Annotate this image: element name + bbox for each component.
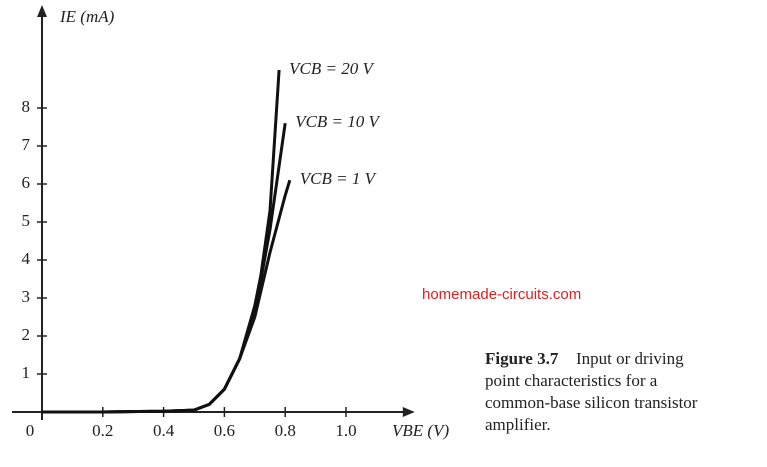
watermark: homemade-circuits.com [422,286,581,303]
x-tick-label: 0.6 [214,421,235,440]
y-tick-label: 6 [22,173,31,192]
y-axis-arrow [37,5,47,17]
y-tick-label: 5 [22,211,31,230]
y-tick-label: 2 [22,325,31,344]
y-tick-label: 7 [22,135,31,154]
caption-label: Figure 3.7 [485,349,559,368]
y-tick-label: 4 [22,249,31,268]
x-axis-label: VBE (V) [392,421,449,440]
caption-line: point characteristics for a [485,371,658,390]
curve [42,179,292,414]
y-tick-label: 8 [22,97,31,116]
x-axis-arrow [402,407,415,417]
series-label: VCB = 10 V [295,112,381,131]
caption-line: amplifier. [485,415,551,434]
y-tick-label: 1 [22,363,31,382]
caption-line: common-base silicon transistor [485,393,698,412]
caption-line: Input or driving [576,349,684,368]
curve [42,69,281,414]
curve [42,122,287,414]
x-tick-label: 0.8 [275,421,296,440]
x-tick-label: 0 [26,421,35,440]
y-axis-label: IE (mA) [59,7,115,26]
y-tick-label: 3 [22,287,31,306]
series-label: VCB = 1 V [300,169,378,188]
x-tick-label: 0.2 [92,421,113,440]
series-label: VCB = 20 V [289,59,375,78]
x-tick-label: 0.4 [153,421,175,440]
x-tick-label: 1.0 [335,421,356,440]
